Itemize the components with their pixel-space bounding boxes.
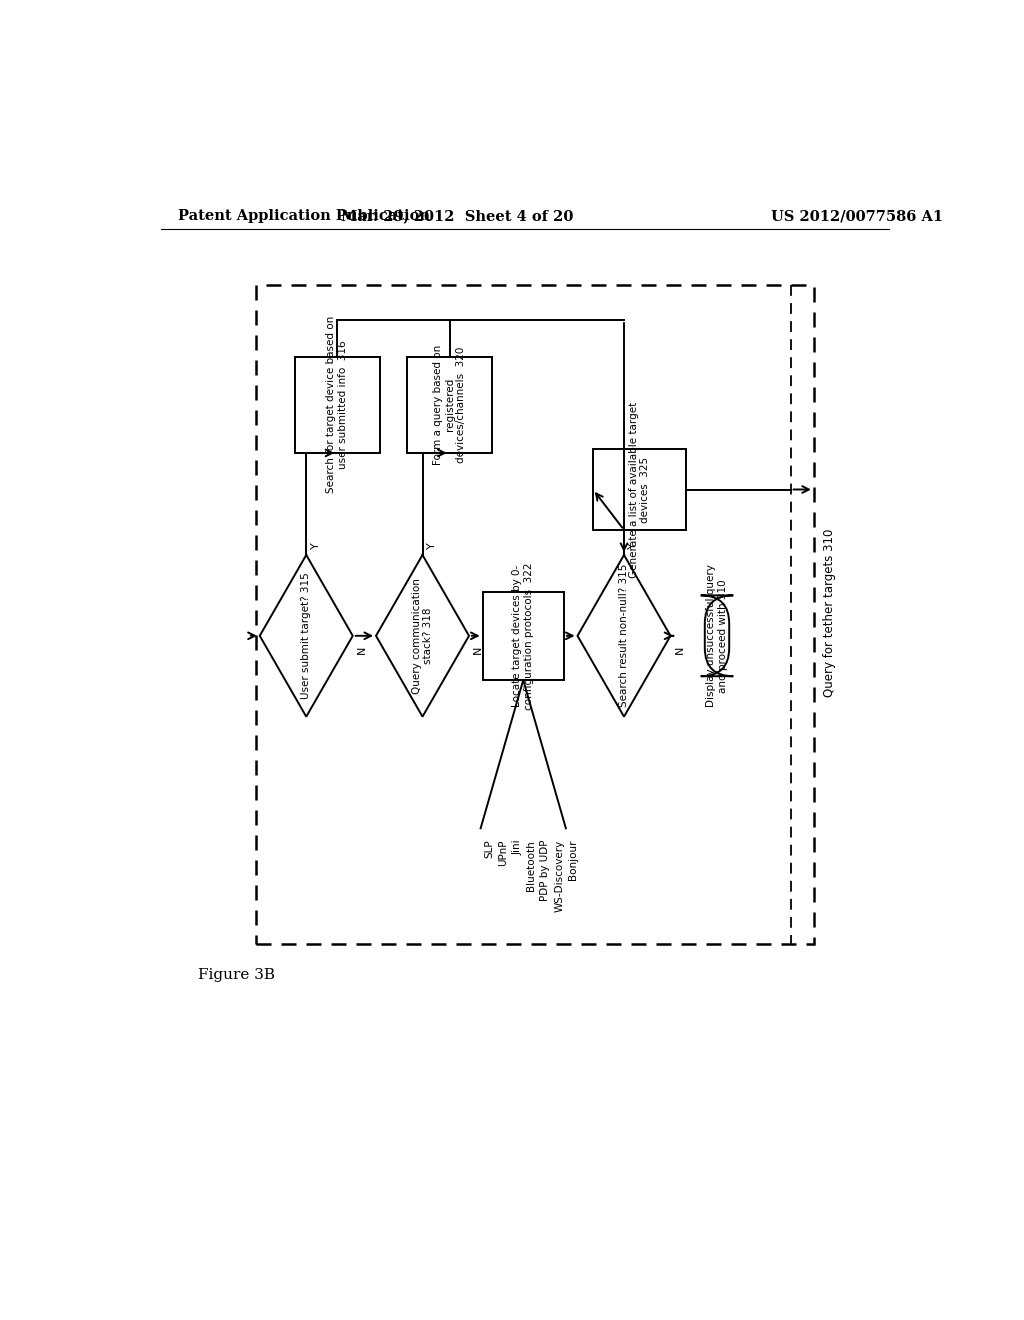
Text: Search for target device based on
user submitted info  316: Search for target device based on user s… — [327, 317, 348, 494]
Bar — [482, 591, 564, 680]
Text: Query communication
stack? 318: Query communication stack? 318 — [412, 578, 433, 694]
Text: User submit target? 315: User submit target? 315 — [301, 573, 311, 700]
Text: UPnP: UPnP — [499, 840, 509, 866]
Text: Y: Y — [427, 543, 437, 549]
Text: PDP by UDP: PDP by UDP — [541, 840, 550, 902]
Bar — [256, 285, 814, 944]
Text: Display unsuccessful query
and proceed with 310: Display unsuccessful query and proceed w… — [707, 565, 728, 708]
Text: WS-Discovery: WS-Discovery — [554, 840, 564, 912]
Text: Patent Application Publication: Patent Application Publication — [178, 209, 430, 223]
Text: Search result non-null? 315: Search result non-null? 315 — [618, 564, 629, 708]
Text: Mar. 29, 2012  Sheet 4 of 20: Mar. 29, 2012 Sheet 4 of 20 — [341, 209, 573, 223]
Text: N: N — [473, 645, 483, 653]
Bar — [593, 449, 686, 529]
Text: N: N — [357, 645, 367, 653]
Text: Y: Y — [310, 543, 321, 549]
Text: N: N — [675, 645, 685, 653]
Text: Form a query based on
registered
devices/channels  320: Form a query based on registered devices… — [433, 345, 466, 465]
Text: Locate target devices by 0-
configuration protocols  322: Locate target devices by 0- configuratio… — [512, 562, 535, 710]
Text: Bonjour: Bonjour — [568, 840, 579, 880]
Text: US 2012/0077586 A1: US 2012/0077586 A1 — [771, 209, 943, 223]
Bar — [407, 356, 493, 453]
FancyBboxPatch shape — [700, 595, 733, 676]
Bar — [295, 356, 380, 453]
Text: Figure 3B: Figure 3B — [198, 968, 274, 982]
Text: Query for tether targets 310: Query for tether targets 310 — [823, 528, 836, 697]
Text: Bluetooth: Bluetooth — [526, 840, 537, 891]
Text: Jini: Jini — [512, 840, 522, 855]
Text: Y: Y — [629, 543, 638, 549]
Text: Generate a list of available target
devices  325: Generate a list of available target devi… — [629, 401, 650, 578]
Text: SLP: SLP — [484, 840, 495, 858]
